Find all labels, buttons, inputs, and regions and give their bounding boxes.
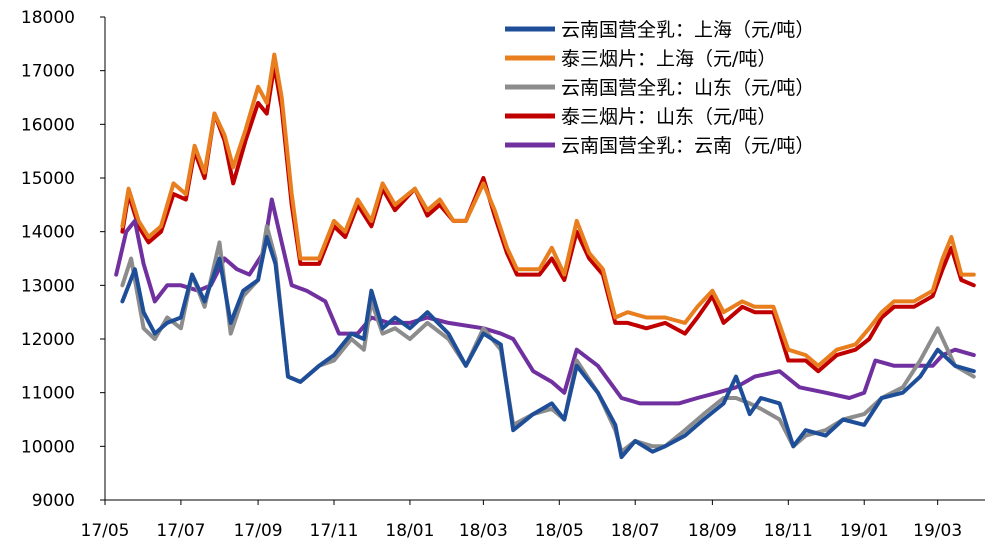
legend-label-yunnan-shanghai: 云南国营全乳：上海（元/吨） <box>561 19 814 41</box>
y-tick-label: 10000 <box>21 437 75 457</box>
x-tick-label: 17/07 <box>156 521 205 541</box>
x-tick-label: 18/03 <box>459 521 508 541</box>
y-tick-label: 15000 <box>21 169 75 189</box>
y-tick-label: 11000 <box>21 384 75 404</box>
y-tick-label: 17000 <box>21 62 75 82</box>
series-layer <box>114 52 976 460</box>
x-tick-label: 18/05 <box>535 521 584 541</box>
x-tick-label: 17/09 <box>234 521 283 541</box>
series-line-yunnan-yunnan <box>114 197 976 406</box>
y-tick-label: 14000 <box>21 223 75 243</box>
legend-label-thai-shanghai: 泰三烟片：上海（元/吨） <box>561 48 776 70</box>
x-tick-label: 19/03 <box>913 521 962 541</box>
y-tick-label: 18000 <box>21 8 75 28</box>
axes: 9000 10000 11000 12000 13000 14000 15000 16000 1… <box>21 8 985 541</box>
legend: 云南国营全乳：上海（元/吨） 泰三烟片：上海（元/吨） 云南国营全乳：山东（元/吨）… <box>505 19 814 157</box>
legend-label-thai-shandong: 泰三烟片：山东（元/吨） <box>561 106 776 128</box>
x-tick-label: 19/01 <box>840 521 889 541</box>
legend-label-yunnan-shandong: 云南国营全乳：山东（元/吨） <box>561 77 814 99</box>
y-tick-label: 16000 <box>21 115 75 135</box>
x-tick-label: 18/11 <box>764 521 813 541</box>
x-tick-label: 17/11 <box>310 521 359 541</box>
x-tick-label: 18/01 <box>385 521 434 541</box>
x-tick-label: 18/07 <box>611 521 660 541</box>
x-tick-label: 17/05 <box>81 521 130 541</box>
y-tick-label: 12000 <box>21 330 75 350</box>
series-line-yunnan-shanghai <box>120 235 976 460</box>
series-line-thai-shanghai <box>120 52 976 368</box>
y-tick-label: 9000 <box>32 491 75 511</box>
x-tick-label: 18/09 <box>688 521 737 541</box>
y-tick-label: 13000 <box>21 276 75 296</box>
legend-label-yunnan-yunnan: 云南国营全乳：云南（元/吨） <box>561 135 814 157</box>
